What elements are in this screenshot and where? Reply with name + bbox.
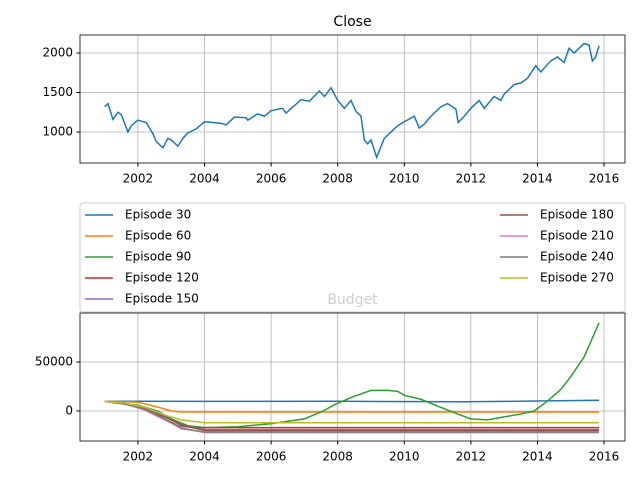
- legend-label: Episode 240: [540, 250, 614, 264]
- legend-label: Episode 270: [540, 271, 614, 285]
- x-tick-label: 2004: [189, 450, 220, 464]
- x-tick-label: 2016: [589, 172, 620, 186]
- y-tick-label: 0: [65, 404, 73, 418]
- legend-label: Episode 120: [125, 271, 199, 285]
- y-tick-label: 2000: [42, 46, 73, 60]
- x-tick-label: 2008: [322, 172, 353, 186]
- x-tick-label: 2006: [256, 450, 287, 464]
- x-tick-label: 2004: [189, 172, 220, 186]
- x-tick-label: 2010: [389, 172, 420, 186]
- x-tick-label: 2010: [389, 450, 420, 464]
- legend-box: [79, 202, 626, 313]
- legend-label: Episode 150: [125, 292, 199, 306]
- chart-title: Close: [333, 14, 371, 30]
- y-tick-label: 1000: [42, 125, 73, 139]
- legend-label: Episode 90: [125, 250, 191, 264]
- x-tick-label: 2006: [256, 172, 287, 186]
- x-tick-label: 2012: [456, 172, 487, 186]
- x-tick-label: 2008: [322, 450, 353, 464]
- y-tick-label: 1500: [42, 85, 73, 99]
- data-line: [104, 322, 600, 429]
- data-line: [104, 42, 600, 160]
- x-tick-label: 2012: [456, 450, 487, 464]
- data-line: [104, 400, 600, 413]
- plot-area: [80, 313, 625, 441]
- legend-label: Episode 210: [540, 229, 614, 243]
- x-tick-label: 2002: [123, 450, 154, 464]
- y-tick-label: 50000: [35, 355, 73, 369]
- legend-label: Episode 30: [125, 208, 191, 222]
- axes-frame: [79, 312, 626, 442]
- plot-area: [80, 35, 625, 163]
- x-tick-label: 2014: [522, 172, 553, 186]
- x-tick-label: 2016: [589, 450, 620, 464]
- data-line: [104, 399, 600, 403]
- legend-label: Episode 60: [125, 229, 191, 243]
- x-tick-label: 2002: [123, 172, 154, 186]
- data-line: [104, 400, 600, 433]
- x-tick-label: 2014: [522, 450, 553, 464]
- data-line: [104, 400, 600, 424]
- axes-frame: [79, 34, 626, 164]
- legend-label: Episode 180: [540, 208, 614, 222]
